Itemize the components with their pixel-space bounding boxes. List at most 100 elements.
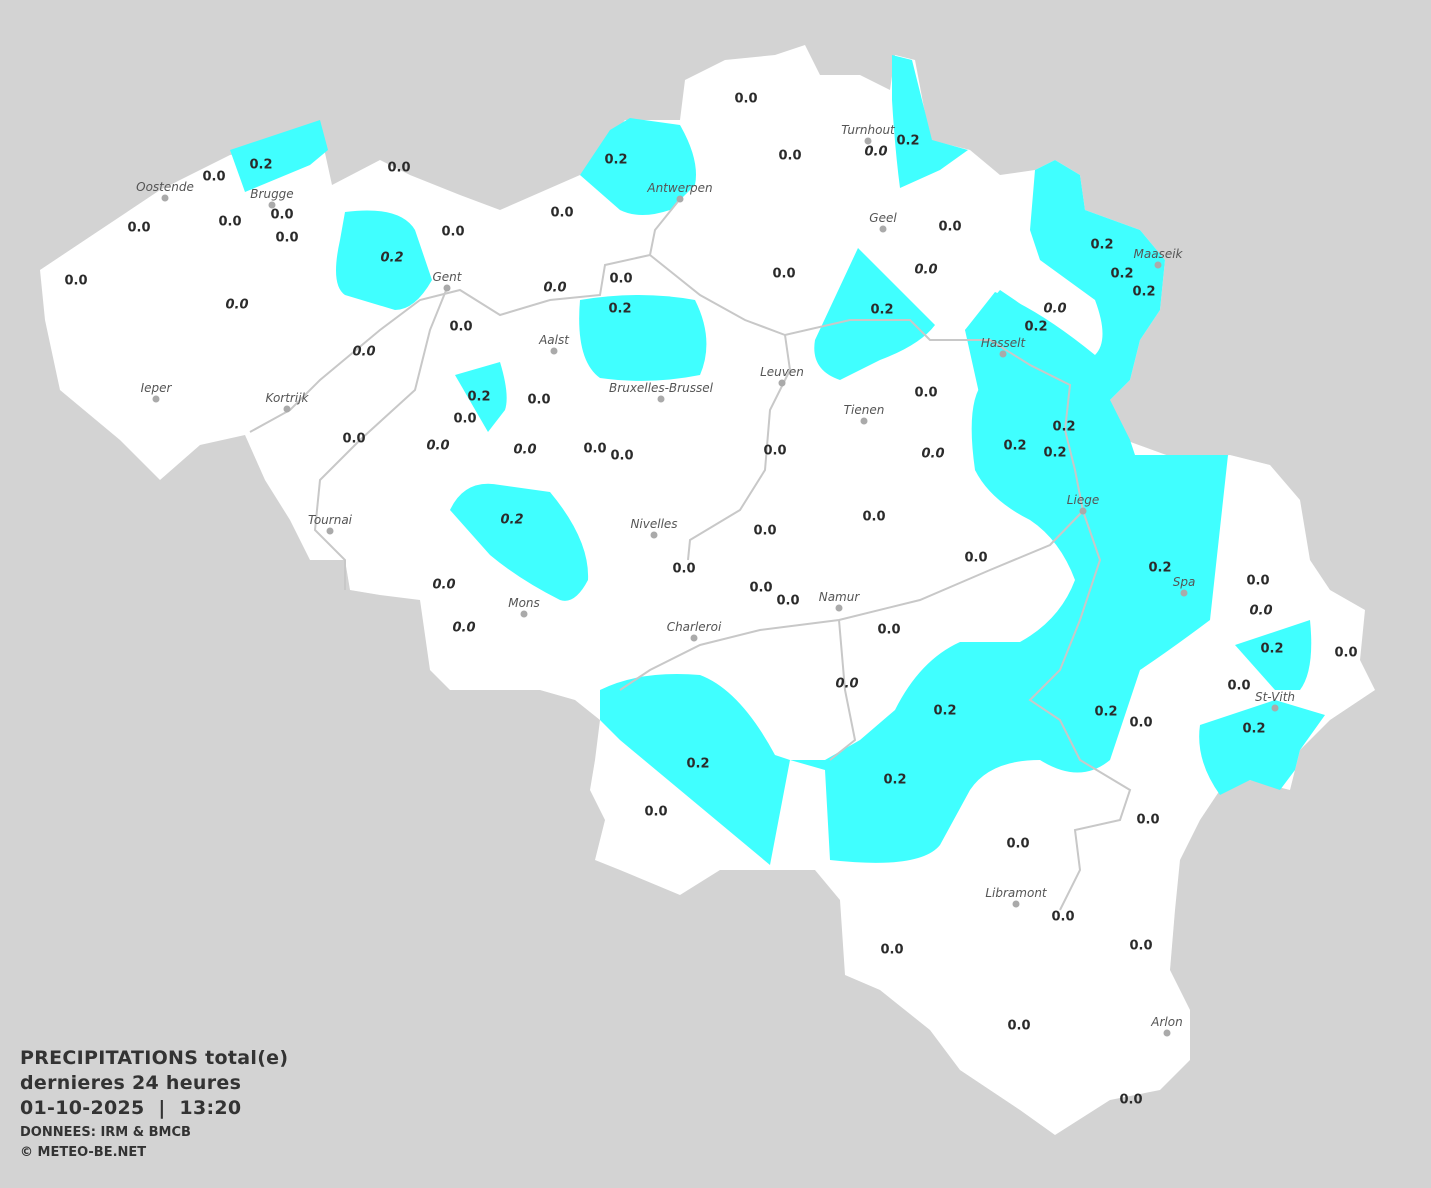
city-label: Spa <box>1173 575 1196 589</box>
city-dot <box>650 531 658 539</box>
precip-value: 0.0 <box>1227 679 1250 694</box>
precip-value: 0.2 <box>1052 420 1075 435</box>
precip-area <box>1199 700 1325 795</box>
city-dot <box>657 395 665 403</box>
city-dot <box>326 527 334 535</box>
precip-value: 0.2 <box>249 158 272 173</box>
city-dot <box>161 194 169 202</box>
city-dot <box>268 201 276 209</box>
precip-value: 0.0 <box>1119 1093 1142 1108</box>
precip-value: 0.2 <box>608 302 631 317</box>
precip-value: 0.0 <box>527 393 550 408</box>
precip-value: 0.0 <box>1043 302 1066 317</box>
city-label: Antwerpen <box>646 181 712 195</box>
city-label: Leuven <box>760 365 804 379</box>
city-label: Hasselt <box>981 336 1027 350</box>
precip-value: 0.0 <box>672 562 695 577</box>
city-dot <box>1180 589 1188 597</box>
precip-value: 0.2 <box>1090 238 1113 253</box>
city-dot <box>1154 261 1162 269</box>
precip-value: 0.2 <box>1242 722 1265 737</box>
city-dot <box>999 350 1007 358</box>
legend-period: dernieres 24 heures <box>20 1072 242 1094</box>
city-label: Mons <box>508 596 540 610</box>
precip-value: 0.2 <box>1024 320 1047 335</box>
precip-area <box>230 120 328 192</box>
city-label: Turnhout <box>841 123 896 137</box>
legend-copyright: © METEO-BE.NET <box>20 1145 147 1160</box>
precip-value: 0.0 <box>452 621 475 636</box>
city-label: Kortrijk <box>266 391 310 405</box>
precip-area <box>892 55 968 188</box>
city-label: Ieper <box>141 381 173 395</box>
legend-title: PRECIPITATIONS total(e) <box>20 1047 289 1069</box>
city-label: Arlon <box>1150 1015 1182 1029</box>
precip-value: 0.0 <box>543 281 566 296</box>
city-label: Oostende <box>136 180 194 194</box>
precip-area <box>580 118 696 215</box>
precip-value: 0.0 <box>609 272 632 287</box>
precip-value: 0.0 <box>880 943 903 958</box>
city-dot <box>860 417 868 425</box>
city-label: Charleroi <box>667 620 722 634</box>
city-dot <box>835 604 843 612</box>
precip-value: 0.2 <box>870 303 893 318</box>
precip-value: 0.2 <box>500 513 523 528</box>
city-label: Tournai <box>308 513 353 527</box>
precip-value: 0.0 <box>772 267 795 282</box>
precip-value: 0.2 <box>1110 267 1133 282</box>
river <box>249 254 651 433</box>
precip-value: 0.0 <box>275 231 298 246</box>
precip-value: 0.0 <box>352 345 375 360</box>
precip-value: 0.2 <box>1148 561 1171 576</box>
legend-datetime: 01-10-2025 | 13:20 <box>20 1097 242 1119</box>
precipitation-values: 0.0 0.0 0.0 0.2 0.2 0.0 0.0 0.0 0.0 0.0 0.0 0.0 0.0 0… <box>64 92 1357 1108</box>
precip-value: 0.0 <box>513 443 536 458</box>
city-dot <box>152 395 160 403</box>
city-dot <box>690 634 698 642</box>
precip-value: 0.0 <box>127 221 150 236</box>
precip-value: 0.2 <box>604 153 627 168</box>
city-dot <box>676 195 684 203</box>
precip-value: 0.0 <box>1136 813 1159 828</box>
precip-value: 0.2 <box>686 757 709 772</box>
precip-value: 0.0 <box>1007 1019 1030 1034</box>
precip-value: 0.0 <box>644 805 667 820</box>
river <box>1028 510 1132 911</box>
precip-value: 0.2 <box>467 390 490 405</box>
city-label: Libramont <box>985 886 1048 900</box>
river <box>648 198 1084 512</box>
precip-area <box>336 210 432 310</box>
precip-value: 0.0 <box>550 206 573 221</box>
precip-value: 0.0 <box>202 170 225 185</box>
precip-value: 0.0 <box>864 145 887 160</box>
precip-value: 0.0 <box>749 581 772 596</box>
river <box>829 619 857 761</box>
precip-value: 0.0 <box>441 225 464 240</box>
precip-value: 0.0 <box>835 677 858 692</box>
city-dot <box>1271 704 1279 712</box>
city-label: Brugge <box>250 187 293 201</box>
precip-value: 0.0 <box>218 215 241 230</box>
precip-value: 0.0 <box>426 439 449 454</box>
city-label: Tienen <box>844 403 885 417</box>
precip-value: 0.0 <box>914 386 937 401</box>
precip-value: 0.2 <box>380 251 403 266</box>
precip-value: 0.0 <box>1129 716 1152 731</box>
precip-value: 0.0 <box>914 263 937 278</box>
precip-value: 0.0 <box>778 149 801 164</box>
legend-source: DONNEES: IRM & BMCB <box>20 1125 191 1140</box>
river <box>313 287 448 590</box>
precip-value: 0.0 <box>1051 910 1074 925</box>
precip-value: 0.2 <box>933 704 956 719</box>
city-label: Liege <box>1067 493 1099 507</box>
precip-value: 0.2 <box>883 773 906 788</box>
precip-value: 0.0 <box>862 510 885 525</box>
precip-value: 0.0 <box>64 274 87 289</box>
precip-value: 0.0 <box>610 449 633 464</box>
city-label: Nivelles <box>630 517 677 531</box>
precip-value: 0.0 <box>1249 604 1272 619</box>
precip-value: 0.0 <box>449 320 472 335</box>
precip-value: 0.0 <box>1006 837 1029 852</box>
